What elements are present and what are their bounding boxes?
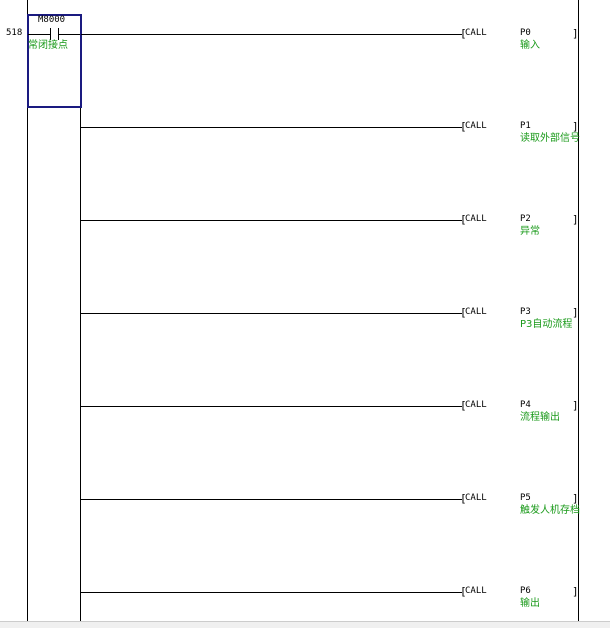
rung-wire — [81, 34, 462, 35]
pointer-comment: P3自动流程 — [520, 319, 573, 330]
instruction-close-bracket: ] — [572, 27, 579, 40]
pointer-comment: 输入 — [520, 40, 540, 51]
pointer-comment: 流程输出 — [520, 412, 560, 423]
instruction-call[interactable]: CALL — [465, 493, 487, 503]
pointer-comment: 异常 — [520, 226, 540, 237]
instruction-close-bracket: ] — [572, 492, 579, 505]
pointer-label[interactable]: P5 — [520, 493, 531, 503]
branch-line — [80, 14, 81, 621]
instruction-close-bracket: ] — [572, 306, 579, 319]
rung-wire — [81, 592, 462, 593]
instruction-open-bracket: [ — [460, 27, 467, 40]
contact-right-wire — [58, 34, 80, 35]
rung-wire — [81, 127, 462, 128]
instruction-open-bracket: [ — [460, 492, 467, 505]
rung-wire — [81, 499, 462, 500]
pointer-label[interactable]: P4 — [520, 400, 531, 410]
instruction-call[interactable]: CALL — [465, 307, 487, 317]
pointer-comment: 读取外部信号 — [520, 133, 580, 144]
pointer-comment: 触发人机存档 — [520, 505, 580, 516]
left-power-rail — [27, 0, 28, 621]
instruction-open-bracket: [ — [460, 399, 467, 412]
right-power-rail — [578, 0, 579, 621]
instruction-call[interactable]: CALL — [465, 121, 487, 131]
pointer-label[interactable]: P6 — [520, 586, 531, 596]
instruction-open-bracket: [ — [460, 213, 467, 226]
rung-wire — [81, 313, 462, 314]
instruction-close-bracket: ] — [572, 120, 579, 133]
instruction-open-bracket: [ — [460, 585, 467, 598]
pointer-label[interactable]: P0 — [520, 28, 531, 38]
contact-left-wire — [28, 34, 50, 35]
pointer-label[interactable]: P3 — [520, 307, 531, 317]
pointer-label[interactable]: P2 — [520, 214, 531, 224]
instruction-open-bracket: [ — [460, 306, 467, 319]
pointer-comment: 输出 — [520, 598, 540, 609]
instruction-open-bracket: [ — [460, 120, 467, 133]
selection-cursor[interactable] — [27, 14, 82, 108]
instruction-close-bracket: ] — [572, 585, 579, 598]
rung-wire — [81, 220, 462, 221]
contact-device: M8000 — [38, 15, 66, 25]
step-number: 518 — [6, 28, 23, 38]
instruction-call[interactable]: CALL — [465, 400, 487, 410]
pointer-label[interactable]: P1 — [520, 121, 531, 131]
instruction-call[interactable]: CALL — [465, 28, 487, 38]
instruction-close-bracket: ] — [572, 399, 579, 412]
contact-comment: 常闭接点 — [28, 40, 68, 51]
instruction-call[interactable]: CALL — [465, 214, 487, 224]
instruction-close-bracket: ] — [572, 213, 579, 226]
instruction-call[interactable]: CALL — [465, 586, 487, 596]
horizontal-scrollbar[interactable] — [0, 621, 610, 628]
rung-wire — [81, 406, 462, 407]
contact-left-bar[interactable] — [50, 28, 51, 40]
